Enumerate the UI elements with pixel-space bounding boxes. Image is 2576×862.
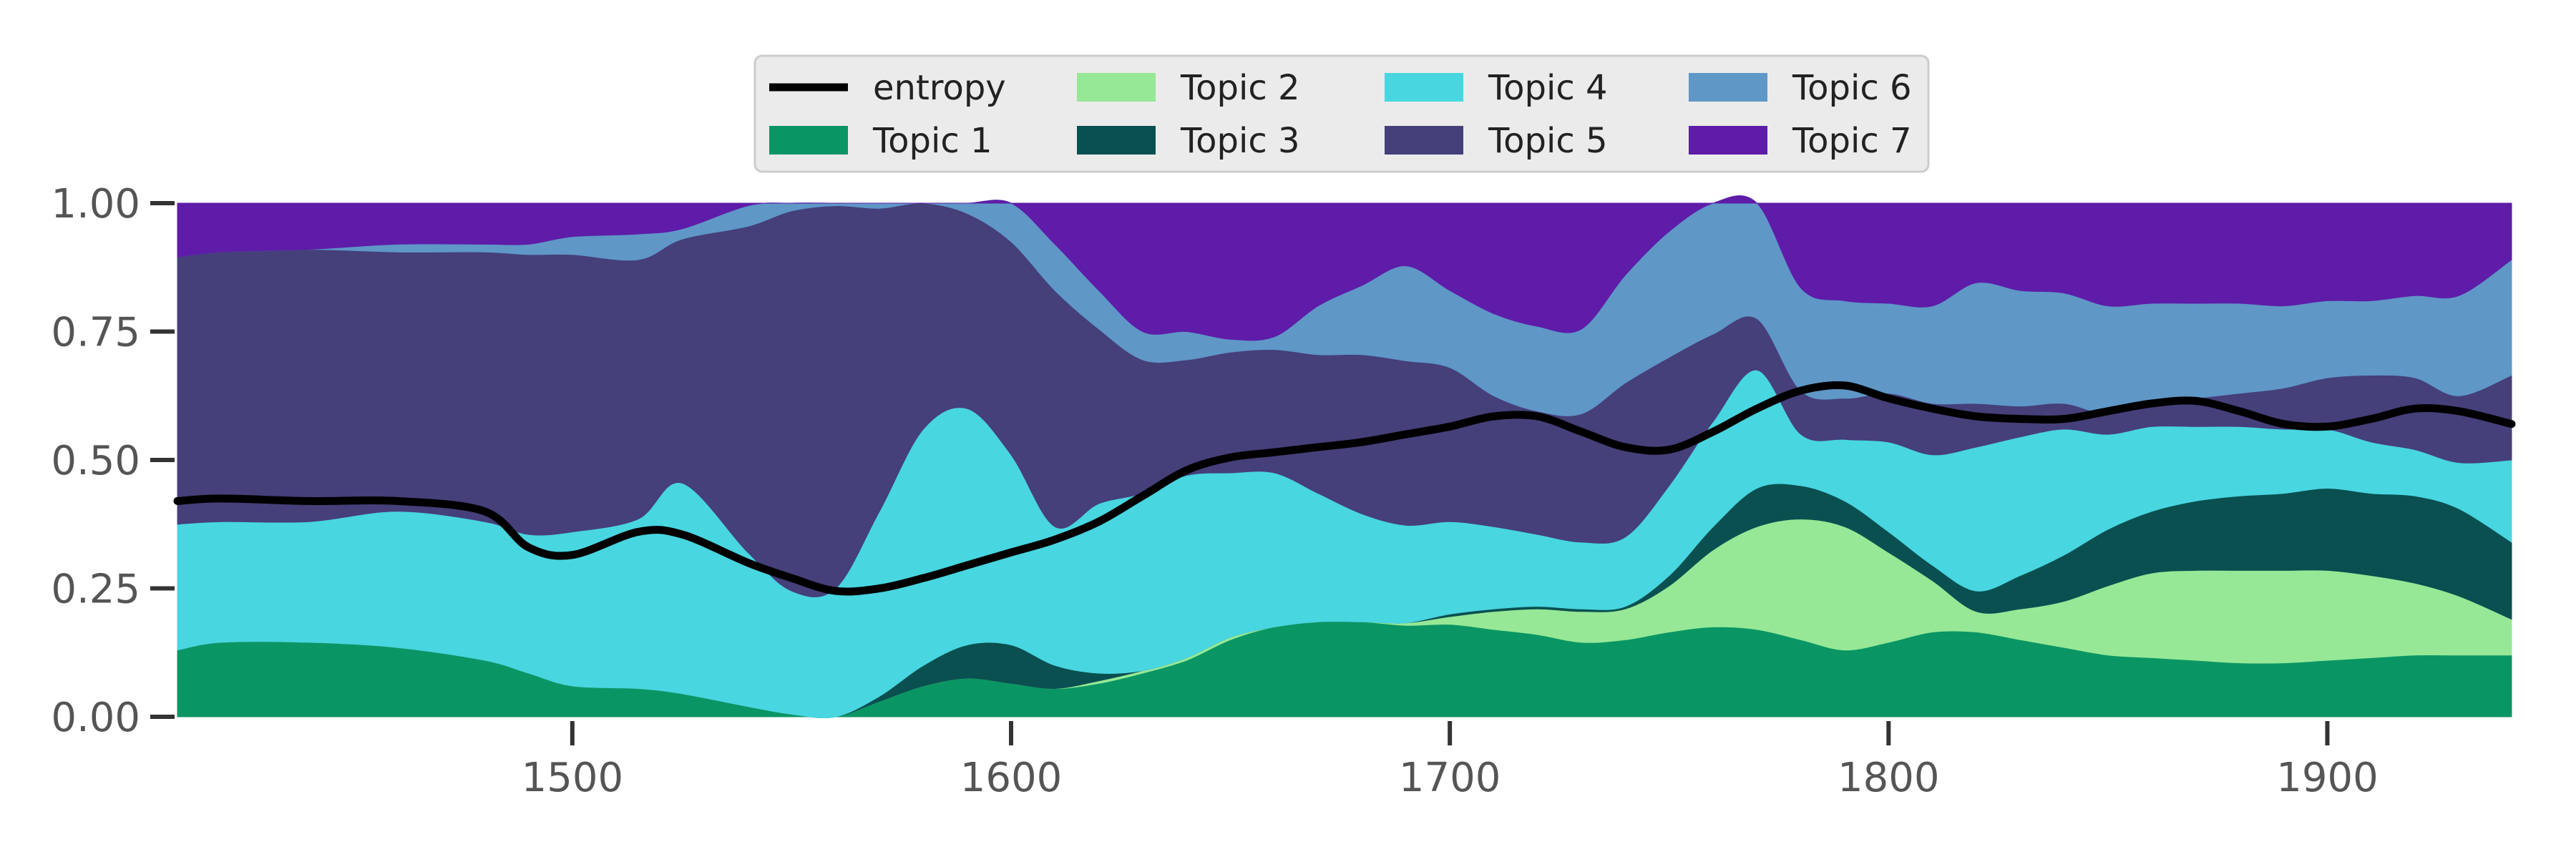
entropy-line-layer — [173, 381, 2516, 596]
area-layers — [177, 195, 2512, 719]
y-tick-label: 0.00 — [51, 695, 140, 741]
legend-swatch-topic-6 — [1689, 73, 1767, 102]
x-axis: 1500 1600 1700 1800 1900 — [522, 721, 2379, 801]
x-tick-label: 1700 — [1399, 755, 1501, 801]
y-tick-label: 0.50 — [51, 438, 140, 484]
legend-label-topic-5: Topic 5 — [1488, 121, 1608, 161]
legend-label-topic-6: Topic 6 — [1792, 68, 1912, 108]
y-tick-label: 1.00 — [51, 181, 140, 227]
legend-swatch-topic-4 — [1385, 73, 1463, 102]
x-tick-label: 1600 — [960, 755, 1063, 801]
legend-swatch-topic-3 — [1077, 126, 1156, 155]
legend: entropy Topic 1 Topic 2 Topic 3 Topic 4 Topic… — [753, 54, 1930, 173]
x-tick-label: 1900 — [2276, 755, 2379, 801]
x-tick-label: 1500 — [522, 755, 624, 801]
legend-label-topic-4: Topic 4 — [1488, 68, 1608, 108]
legend-swatch-topic-1 — [769, 126, 848, 155]
legend-label-topic-3: Topic 3 — [1180, 121, 1300, 161]
legend-swatch-topic-7 — [1689, 126, 1767, 155]
entropy-line — [173, 381, 2516, 596]
legend-swatch-topic-2 — [1077, 73, 1156, 102]
legend-label-topic-7: Topic 7 — [1792, 121, 1912, 161]
y-axis: 0.00 0.25 0.50 0.75 1.00 — [51, 181, 175, 741]
legend-label-entropy: entropy — [873, 68, 1006, 108]
legend-label-topic-1: Topic 1 — [872, 121, 992, 161]
y-tick-label: 0.75 — [51, 310, 140, 356]
legend-box — [753, 54, 1930, 173]
legend-swatch-topic-5 — [1385, 126, 1463, 155]
legend-label-topic-2: Topic 2 — [1180, 68, 1300, 108]
x-tick-label: 1800 — [1838, 755, 1940, 801]
y-tick-label: 0.25 — [51, 567, 140, 613]
area-topic-7 — [177, 195, 2512, 341]
